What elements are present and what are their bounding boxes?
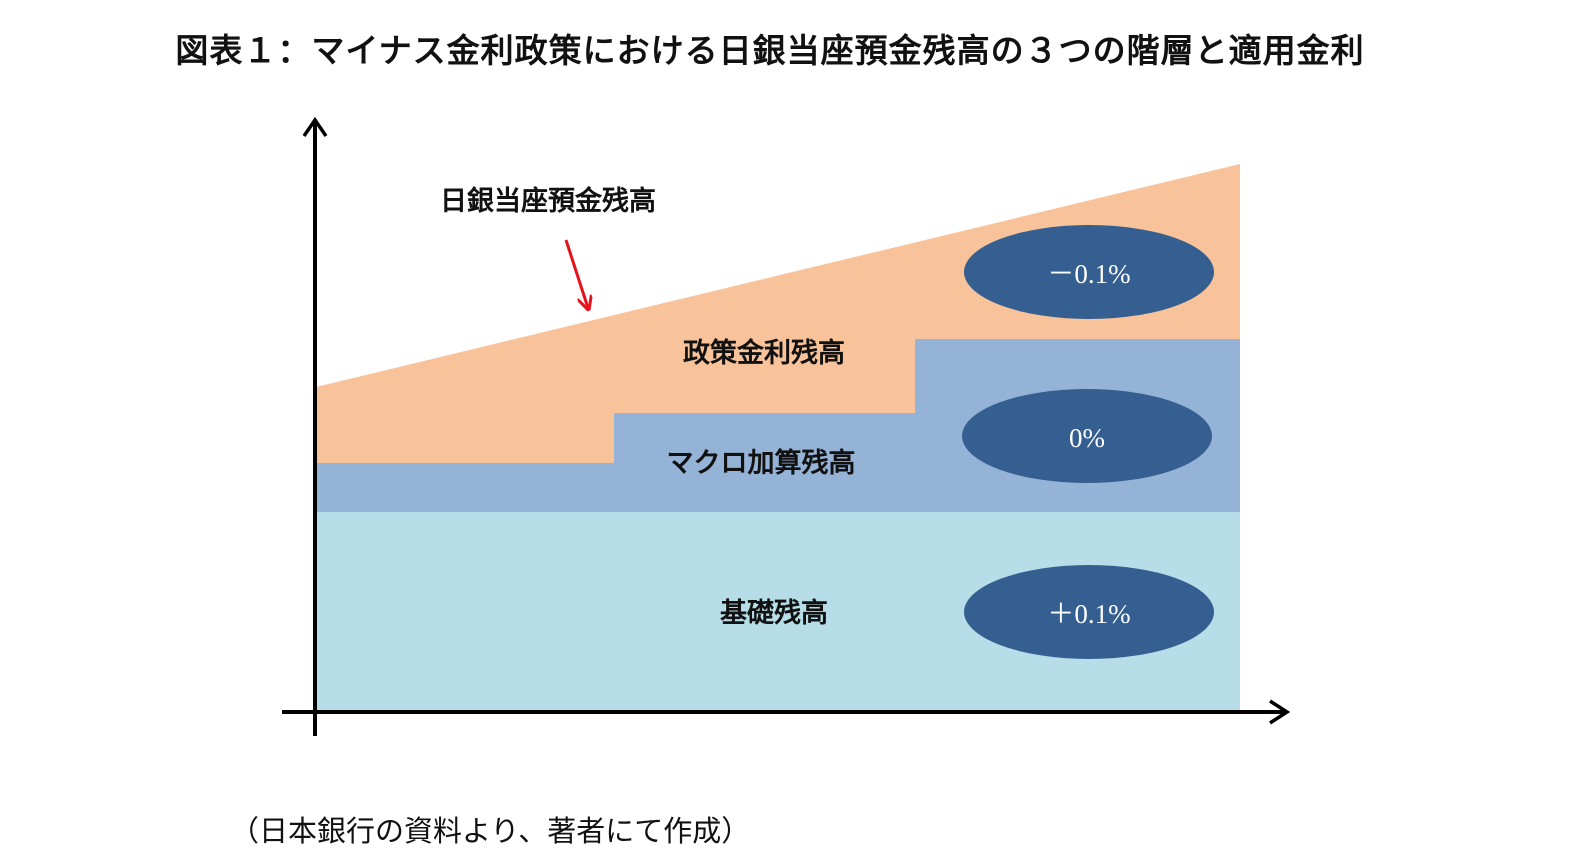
total-balance-label: 日銀当座預金残高 <box>440 185 656 217</box>
basic-rate-badge: ＋0.1% <box>964 565 1214 659</box>
policy-rate-balance-label: 政策金利残高 <box>683 337 845 369</box>
basic-rate-ellipse <box>964 565 1214 659</box>
figure-title: 図表１：マイナス金利政策における日銀当座預金残高の３つの階層と適用金利 <box>175 31 1365 70</box>
policy-rate-ellipse <box>964 225 1214 319</box>
macro-add-on-rate-ellipse <box>962 389 1212 483</box>
basic-rate-value: ＋0.1% <box>1047 599 1130 629</box>
macro-add-on-rate-badge: 0% <box>962 389 1212 483</box>
policy-rate-value: －0.1% <box>1047 259 1130 289</box>
axes <box>282 116 1291 736</box>
pointer-arrow <box>564 239 588 308</box>
source-note: （日本銀行の資料より、著者にて作成） <box>230 814 751 848</box>
x-axis-arrowhead <box>1269 699 1291 725</box>
y-axis-arrowhead <box>302 116 328 137</box>
basic-balance-label: 基礎残高 <box>720 597 828 629</box>
macro-add-on-balance-label: マクロ加算残高 <box>667 447 856 479</box>
policy-rate-badge: －0.1% <box>964 225 1214 319</box>
macro-add-on-rate-value: 0% <box>1069 423 1105 453</box>
